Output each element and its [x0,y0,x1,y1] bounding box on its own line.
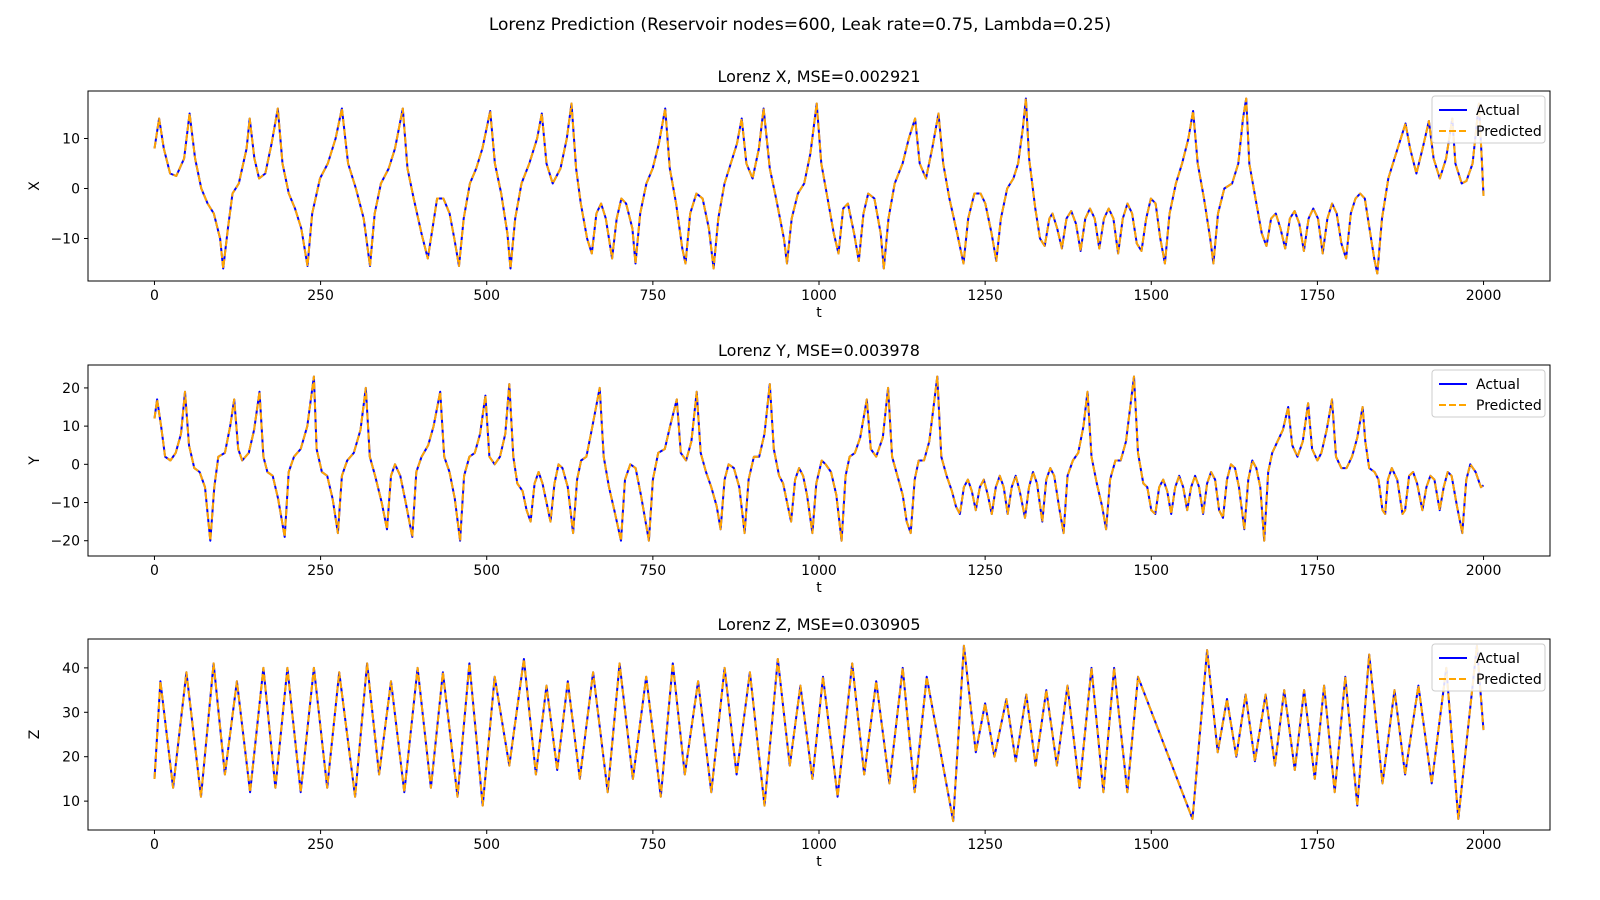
y-tick-label: 30 [62,705,80,721]
x-tick-label: 2000 [1466,288,1502,304]
y-tick-label: 10 [62,419,80,435]
panel-x-title: Lorenz X, MSE=0.002921 [717,67,920,86]
x-tick-label: 250 [307,288,334,304]
x-tick-label: 0 [150,288,159,304]
x-tick-label: 1750 [1300,288,1336,304]
panel-x-xlabel: t [816,305,822,321]
x-tick-label: 1500 [1133,563,1169,579]
x-tick-label: 2000 [1466,563,1502,579]
series-actual-line [153,375,1485,542]
x-tick-label: 1000 [801,563,837,579]
panel-y-xlabel: t [816,580,822,596]
panel-x-ylabel: X [27,181,43,191]
panel-z-ylabel: Z [27,730,43,740]
x-tick-label: 750 [639,837,666,853]
y-tick-label: 20 [62,750,80,766]
panel-z-title: Lorenz Z, MSE=0.030905 [717,615,920,634]
legend-actual-label: Actual [1476,651,1520,667]
x-tick-label: 750 [639,563,666,579]
x-tick-label: 750 [639,288,666,304]
x-tick-label: 1250 [967,837,1003,853]
x-tick-label: 1750 [1300,563,1336,579]
x-tick-label: 500 [473,837,500,853]
panel-x-axes-frame [87,90,1551,282]
x-tick-label: 500 [473,288,500,304]
x-tick-label: 1250 [967,563,1003,579]
legend-predicted-label: Predicted [1476,124,1542,140]
y-tick-label: 10 [62,132,80,148]
x-tick-label: 0 [150,837,159,853]
x-tick-label: 1750 [1300,837,1336,853]
x-tick-label: 1000 [801,288,837,304]
x-tick-label: 1000 [801,837,837,853]
legend-actual-label: Actual [1476,103,1520,119]
panel-z-xlabel: t [816,854,822,870]
panel-y-axes-frame [87,364,1551,557]
y-tick-label: 20 [62,381,80,397]
series-predicted-line [153,97,1485,275]
x-tick-label: 250 [307,563,334,579]
y-tick-label: 0 [71,182,80,198]
y-tick-label: −10 [50,232,80,248]
legend-actual-label: Actual [1476,377,1520,393]
y-tick-label: 0 [71,457,80,473]
panel-y-ylabel: Y [27,456,43,466]
y-tick-label: −20 [50,534,80,550]
figure-suptitle: Lorenz Prediction (Reservoir nodes=600, … [488,15,1112,35]
series-predicted-line [153,644,1485,823]
legend-predicted-label: Predicted [1476,672,1542,688]
x-tick-label: 1250 [967,288,1003,304]
x-tick-label: 1500 [1133,288,1169,304]
y-tick-label: 40 [62,661,80,677]
legend-predicted-label: Predicted [1476,398,1542,414]
x-tick-label: 2000 [1466,837,1502,853]
series-predicted-line [153,375,1485,542]
x-tick-label: 500 [473,563,500,579]
y-tick-label: −10 [50,496,80,512]
y-tick-label: 10 [62,794,80,810]
x-tick-label: 0 [150,563,159,579]
x-tick-label: 1500 [1133,837,1169,853]
x-tick-label: 250 [307,837,334,853]
panel-y-title: Lorenz Y, MSE=0.003978 [718,341,920,360]
